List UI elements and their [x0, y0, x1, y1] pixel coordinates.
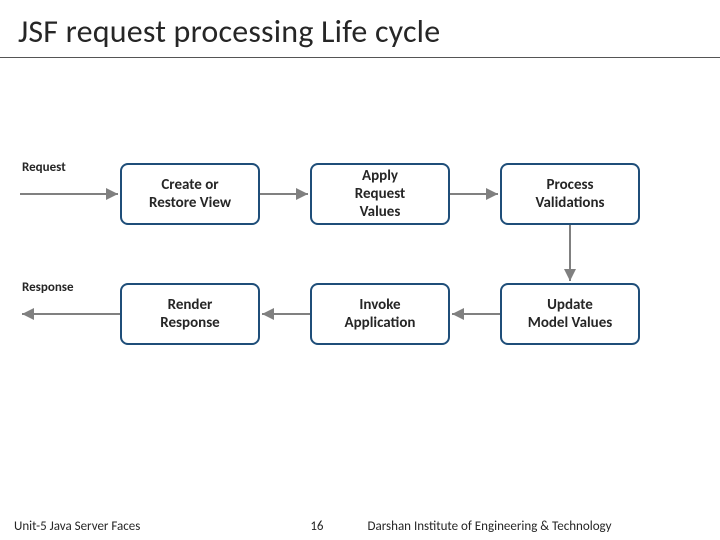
arrow-request-in	[0, 58, 720, 478]
footer-unit: Unit-5 Java Server Faces	[0, 519, 140, 534]
footer-page-number: 16	[140, 519, 347, 534]
slide-title: JSF request processing Life cycle	[0, 0, 720, 57]
lifecycle-diagram: Request Response Create orRestore View A…	[0, 58, 720, 478]
footer-institute: Darshan Institute of Engineering & Techn…	[348, 519, 720, 534]
slide-footer: Unit-5 Java Server Faces 16 Darshan Inst…	[0, 512, 720, 540]
